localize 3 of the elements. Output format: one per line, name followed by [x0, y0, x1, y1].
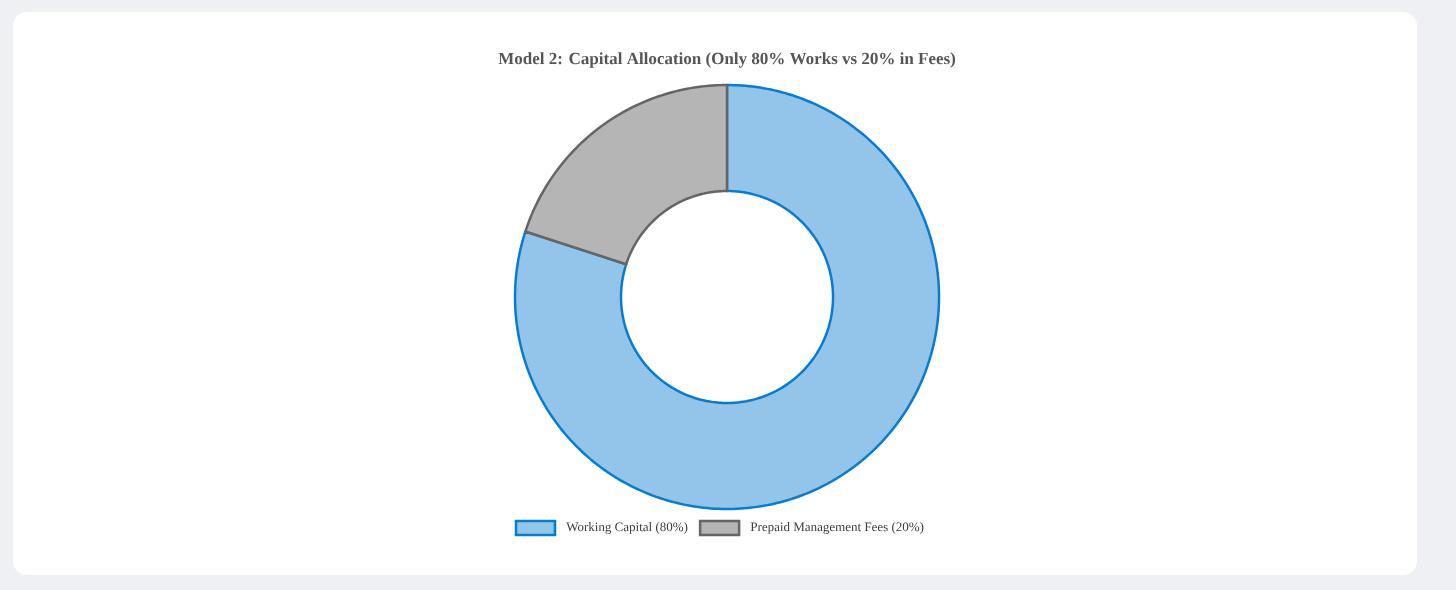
chart-title: Model 2: Capital Allocation (Only 80% Works vs 20% in Fees): [498, 52, 956, 68]
legend-label: Working Capital (80%): [566, 522, 688, 534]
legend-label: Prepaid Management Fees (20%): [750, 522, 924, 534]
